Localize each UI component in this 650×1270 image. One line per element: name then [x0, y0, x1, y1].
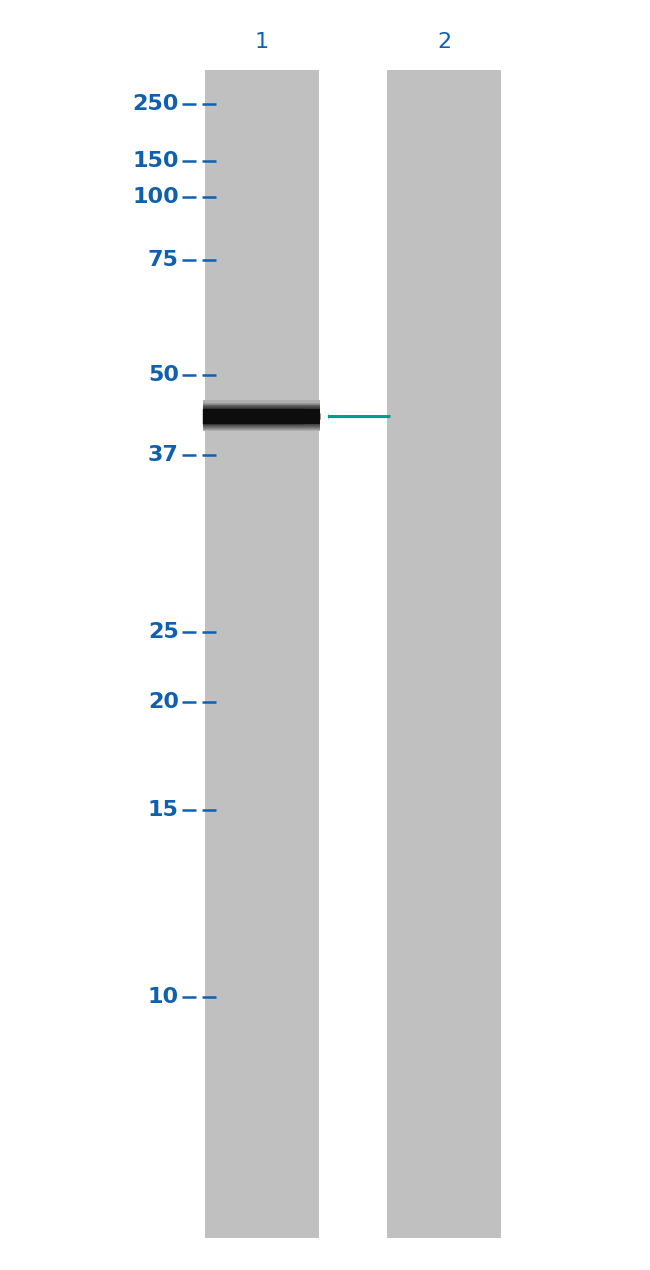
Polygon shape — [203, 409, 320, 424]
Bar — [203, 428, 320, 429]
Bar — [203, 401, 320, 404]
Text: 20: 20 — [148, 692, 179, 712]
Bar — [203, 408, 320, 410]
Bar — [203, 405, 320, 408]
Bar — [203, 424, 320, 427]
Bar — [203, 400, 320, 403]
Text: 50: 50 — [148, 364, 179, 385]
Bar — [203, 415, 320, 418]
Bar — [205, 70, 318, 1238]
Bar — [203, 419, 320, 420]
Bar — [203, 409, 320, 424]
Bar — [203, 418, 320, 420]
Bar — [203, 425, 320, 428]
Bar — [203, 413, 320, 415]
Text: 150: 150 — [132, 151, 179, 171]
Bar — [203, 427, 320, 428]
Bar — [203, 423, 320, 424]
Text: 10: 10 — [148, 987, 179, 1007]
Text: 100: 100 — [132, 187, 179, 207]
Bar — [203, 409, 320, 411]
Text: 25: 25 — [148, 622, 179, 643]
Text: 37: 37 — [148, 444, 179, 465]
Bar — [203, 422, 320, 424]
Text: 1: 1 — [255, 32, 269, 52]
Bar — [203, 403, 320, 405]
Text: 2: 2 — [437, 32, 451, 52]
Bar — [203, 410, 320, 413]
Bar — [203, 408, 320, 409]
Bar — [203, 406, 320, 409]
Text: 250: 250 — [133, 94, 179, 114]
Bar — [203, 404, 320, 406]
Bar — [203, 411, 320, 413]
Text: 15: 15 — [148, 800, 179, 820]
Bar — [203, 404, 320, 405]
Bar — [203, 428, 320, 431]
Bar — [203, 415, 320, 417]
Bar — [203, 419, 320, 422]
Bar — [203, 420, 320, 423]
Bar — [203, 423, 320, 425]
Bar — [203, 414, 320, 417]
Text: 75: 75 — [148, 250, 179, 271]
Bar — [203, 411, 320, 414]
Bar — [203, 417, 320, 419]
Bar — [387, 70, 500, 1238]
